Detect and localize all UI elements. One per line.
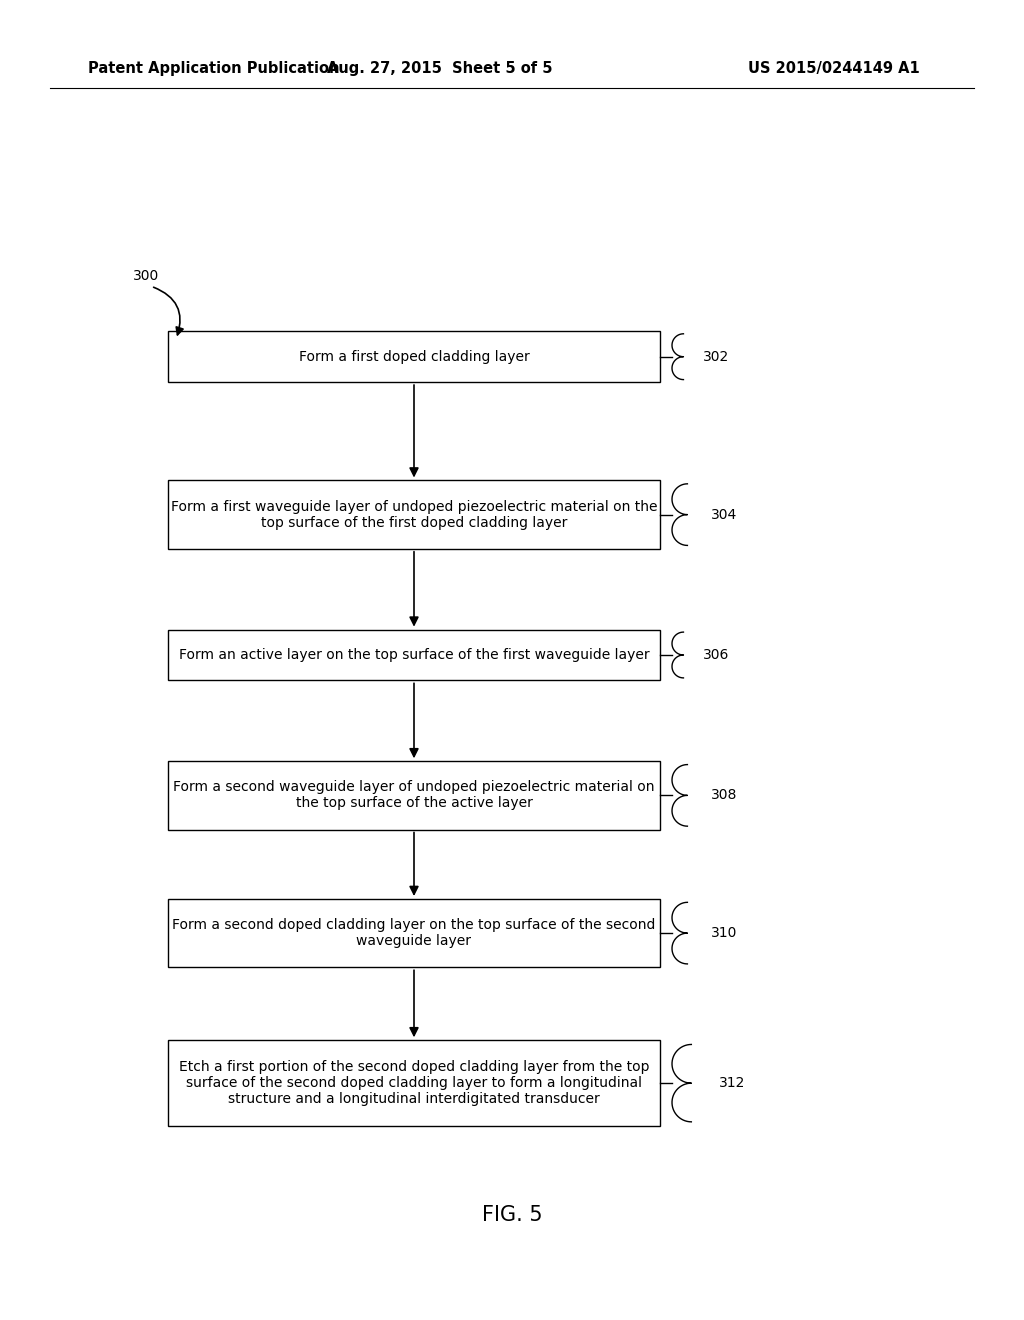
Text: 302: 302	[702, 350, 729, 364]
Text: Etch a first portion of the second doped cladding layer from the top
surface of : Etch a first portion of the second doped…	[179, 1060, 649, 1106]
Bar	[168, 480, 660, 549]
Text: US 2015/0244149 A1: US 2015/0244149 A1	[749, 61, 920, 75]
Text: 310: 310	[711, 927, 737, 940]
Text: 304: 304	[711, 508, 737, 521]
Text: 300: 300	[133, 269, 160, 284]
Bar	[168, 762, 660, 829]
Text: Form an active layer on the top surface of the first waveguide layer: Form an active layer on the top surface …	[178, 648, 649, 663]
Text: Patent Application Publication: Patent Application Publication	[88, 61, 340, 75]
Text: 312: 312	[719, 1076, 745, 1090]
Bar	[168, 331, 660, 383]
Text: 306: 306	[702, 648, 729, 663]
Bar	[168, 1040, 660, 1126]
Text: Aug. 27, 2015  Sheet 5 of 5: Aug. 27, 2015 Sheet 5 of 5	[328, 61, 553, 75]
Text: Form a first waveguide layer of undoped piezoelectric material on the
top surfac: Form a first waveguide layer of undoped …	[171, 499, 657, 529]
Text: Form a first doped cladding layer: Form a first doped cladding layer	[299, 350, 529, 364]
Bar	[168, 630, 660, 680]
Text: Form a second waveguide layer of undoped piezoelectric material on
the top surfa: Form a second waveguide layer of undoped…	[173, 780, 654, 810]
Bar	[168, 899, 660, 968]
Text: 308: 308	[711, 788, 737, 803]
Text: FIG. 5: FIG. 5	[481, 1205, 543, 1225]
Text: Form a second doped cladding layer on the top surface of the second
waveguide la: Form a second doped cladding layer on th…	[172, 917, 655, 948]
